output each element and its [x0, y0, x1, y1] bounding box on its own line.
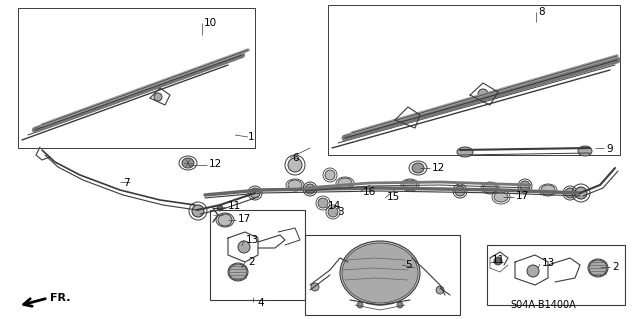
Ellipse shape	[589, 260, 607, 276]
Circle shape	[494, 257, 502, 265]
Text: 11: 11	[228, 201, 241, 211]
Circle shape	[527, 265, 539, 277]
Bar	[305, 235, 460, 315]
Text: 12: 12	[209, 159, 222, 169]
Circle shape	[357, 302, 363, 308]
Text: 13: 13	[542, 258, 556, 268]
Circle shape	[325, 170, 335, 180]
Text: 13: 13	[246, 235, 259, 245]
Circle shape	[318, 198, 328, 208]
Circle shape	[217, 205, 223, 211]
Ellipse shape	[412, 163, 424, 173]
Ellipse shape	[457, 147, 473, 157]
Ellipse shape	[494, 192, 508, 202]
Text: 4: 4	[257, 298, 264, 308]
Circle shape	[192, 205, 204, 217]
Circle shape	[478, 89, 488, 99]
Circle shape	[520, 181, 530, 191]
Text: 1: 1	[248, 132, 255, 142]
Circle shape	[288, 158, 302, 172]
Text: 2: 2	[612, 262, 619, 272]
Ellipse shape	[338, 178, 352, 188]
Text: 14: 14	[328, 201, 341, 211]
Circle shape	[305, 184, 315, 194]
Text: 3: 3	[337, 207, 344, 217]
Ellipse shape	[541, 185, 555, 195]
Circle shape	[154, 93, 162, 101]
Ellipse shape	[342, 243, 418, 303]
Circle shape	[575, 187, 587, 199]
Text: 6: 6	[292, 153, 299, 163]
Ellipse shape	[182, 158, 194, 168]
Text: 16: 16	[363, 187, 376, 197]
Circle shape	[250, 188, 260, 198]
Circle shape	[455, 186, 465, 196]
Circle shape	[436, 286, 444, 294]
Ellipse shape	[340, 241, 420, 305]
Text: 5: 5	[405, 260, 412, 270]
Text: 17: 17	[516, 191, 529, 201]
Text: 17: 17	[238, 214, 252, 224]
Text: 10: 10	[204, 18, 217, 28]
Bar	[487, 245, 625, 305]
Text: 12: 12	[432, 163, 445, 173]
Text: FR.: FR.	[50, 293, 70, 303]
Text: 8: 8	[538, 7, 545, 17]
Text: S04A-B1400A: S04A-B1400A	[510, 300, 576, 310]
Circle shape	[311, 283, 319, 291]
Circle shape	[238, 241, 250, 253]
Ellipse shape	[578, 146, 592, 156]
Text: 15: 15	[387, 192, 400, 202]
Text: 9: 9	[606, 144, 612, 154]
Circle shape	[328, 207, 338, 217]
Circle shape	[565, 188, 575, 198]
Text: 11: 11	[492, 255, 505, 265]
Text: 2: 2	[248, 257, 255, 267]
Circle shape	[397, 302, 403, 308]
Ellipse shape	[218, 214, 232, 226]
Bar	[210, 210, 305, 300]
Bar	[18, 8, 255, 148]
Ellipse shape	[288, 180, 302, 190]
Ellipse shape	[483, 183, 497, 193]
Text: 7: 7	[123, 178, 130, 188]
Ellipse shape	[403, 180, 417, 190]
Ellipse shape	[229, 264, 247, 280]
Bar	[328, 5, 620, 155]
